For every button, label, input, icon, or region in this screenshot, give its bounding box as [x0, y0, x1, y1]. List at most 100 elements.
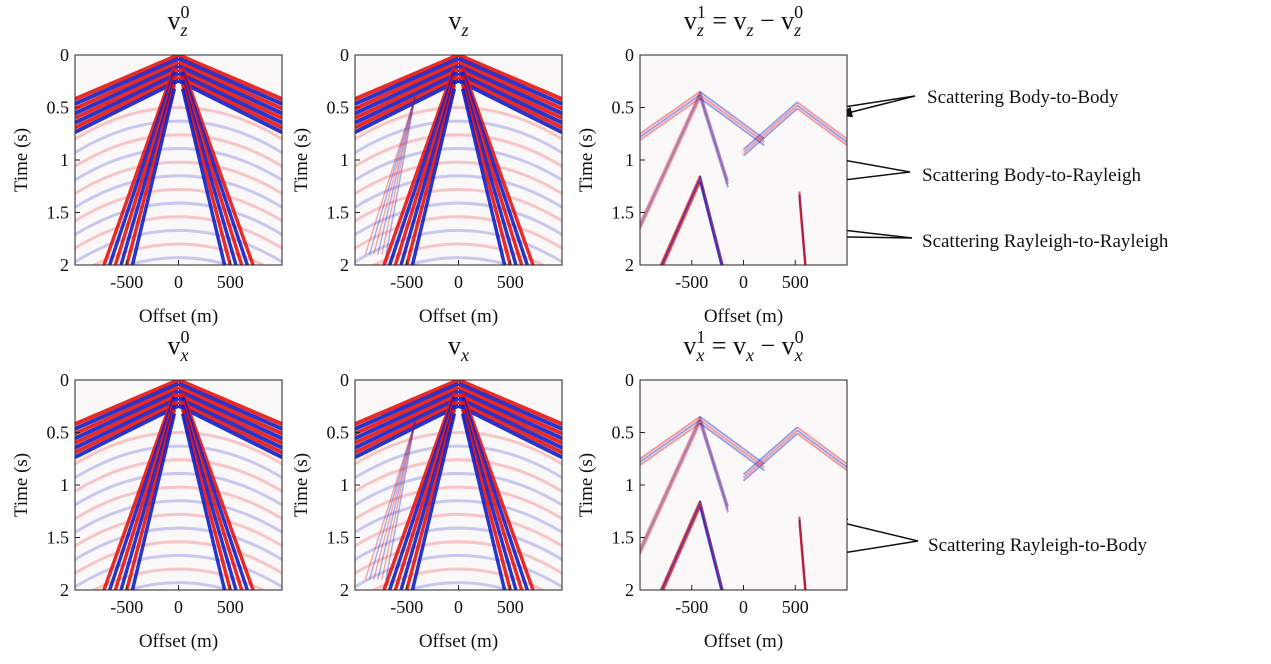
wave-band — [368, 96, 416, 255]
x-tick-label: 500 — [497, 272, 524, 292]
wave-band — [660, 503, 701, 590]
wave-band — [640, 97, 701, 230]
wave-band — [640, 94, 701, 227]
wave-band — [659, 175, 701, 265]
wave-band — [355, 64, 460, 116]
wave-band — [699, 90, 765, 140]
wave-band — [355, 389, 460, 441]
wave-band — [75, 146, 282, 182]
wave-band — [180, 79, 238, 265]
wave-band — [75, 526, 282, 561]
wave-band — [457, 75, 562, 130]
x-tick-label: 0 — [454, 272, 463, 292]
wave-band — [640, 97, 701, 141]
x-axis-label: Offset (m) — [139, 631, 218, 652]
wave-band — [130, 413, 177, 590]
wave-band — [355, 380, 460, 426]
title-text: − v — [754, 6, 795, 35]
x-axis-label: Offset (m) — [419, 631, 498, 652]
title-text: v — [168, 6, 181, 35]
wave-band — [75, 106, 282, 141]
wave-band — [75, 512, 282, 548]
wave-band — [370, 242, 547, 265]
wave-band — [75, 160, 282, 195]
wave-band — [75, 396, 180, 450]
wave-band — [75, 458, 282, 493]
wave-band — [410, 88, 457, 265]
wave-band — [113, 75, 177, 265]
wave-band — [355, 146, 562, 182]
x-tick-label: 0 — [739, 597, 748, 617]
wave-band — [75, 540, 282, 575]
annotation: Scattering Body-to-Body — [927, 87, 1119, 108]
wavefield — [75, 55, 282, 265]
wave-band — [177, 389, 282, 441]
wave-band — [75, 119, 282, 154]
y-tick-label: 0 — [625, 45, 634, 65]
wave-band — [699, 91, 729, 182]
wave-band — [177, 392, 282, 445]
wave-band — [177, 55, 282, 101]
title-text: v — [684, 6, 697, 35]
wave-band — [403, 581, 514, 590]
x-tick-label: -500 — [110, 272, 143, 292]
y-tick-label: 1 — [60, 150, 69, 170]
wave-band — [742, 101, 798, 151]
wave-band — [355, 228, 562, 264]
x-tick-label: 500 — [217, 597, 244, 617]
wave-band — [798, 522, 807, 590]
wave-band — [381, 421, 416, 580]
x-tick-label: 0 — [174, 597, 183, 617]
wave-band — [460, 413, 507, 590]
y-tick-label: 0 — [340, 370, 349, 390]
wave-band — [102, 392, 177, 590]
wave-band — [699, 422, 765, 472]
y-tick-label: 0 — [625, 370, 634, 390]
wave-band — [75, 187, 282, 223]
y-tick-label: 0.5 — [612, 98, 635, 118]
wave-band — [699, 419, 765, 468]
y-axis-label: Time (s) — [11, 128, 32, 192]
wave-band — [180, 88, 227, 265]
x-axis-label: Offset (m) — [704, 306, 783, 327]
wavefield — [355, 380, 562, 590]
wave-band — [355, 431, 562, 466]
wave-band — [177, 381, 282, 431]
x-tick-label: -500 — [390, 272, 423, 292]
wave-band — [660, 178, 701, 265]
y-axis-label: Time (s) — [291, 453, 312, 517]
wave-band — [699, 97, 729, 188]
x-tick-label: 500 — [217, 272, 244, 292]
wave-band — [177, 385, 282, 436]
wave-band — [457, 67, 562, 120]
wave-band — [457, 385, 562, 436]
wave-band — [355, 512, 562, 548]
wave-band — [699, 94, 729, 185]
wave-band — [355, 400, 460, 455]
wave-band — [75, 389, 180, 441]
wave-band — [75, 133, 282, 168]
wave-band — [180, 404, 238, 590]
wave-band — [699, 415, 765, 465]
wave-band — [177, 64, 282, 116]
wave-band — [180, 413, 227, 590]
wave-band — [113, 400, 177, 590]
wave-band — [355, 201, 562, 236]
wave-band — [355, 526, 562, 561]
y-tick-label: 1.5 — [47, 528, 70, 548]
title-text: = v — [705, 331, 746, 360]
y-tick-label: 1.5 — [612, 528, 635, 548]
wave-band — [699, 422, 729, 513]
wave-band — [75, 431, 282, 466]
y-axis-label: Time (s) — [11, 453, 32, 517]
wave-band — [355, 540, 562, 575]
y-tick-label: 2 — [60, 255, 69, 275]
y-tick-label: 1.5 — [327, 528, 350, 548]
wave-band — [457, 56, 562, 106]
title-sub: z — [793, 20, 801, 40]
x-tick-label: 0 — [454, 597, 463, 617]
x-tick-label: 0 — [739, 272, 748, 292]
wave-band — [75, 174, 282, 209]
wave-band — [742, 107, 798, 157]
y-tick-label: 1 — [625, 475, 634, 495]
